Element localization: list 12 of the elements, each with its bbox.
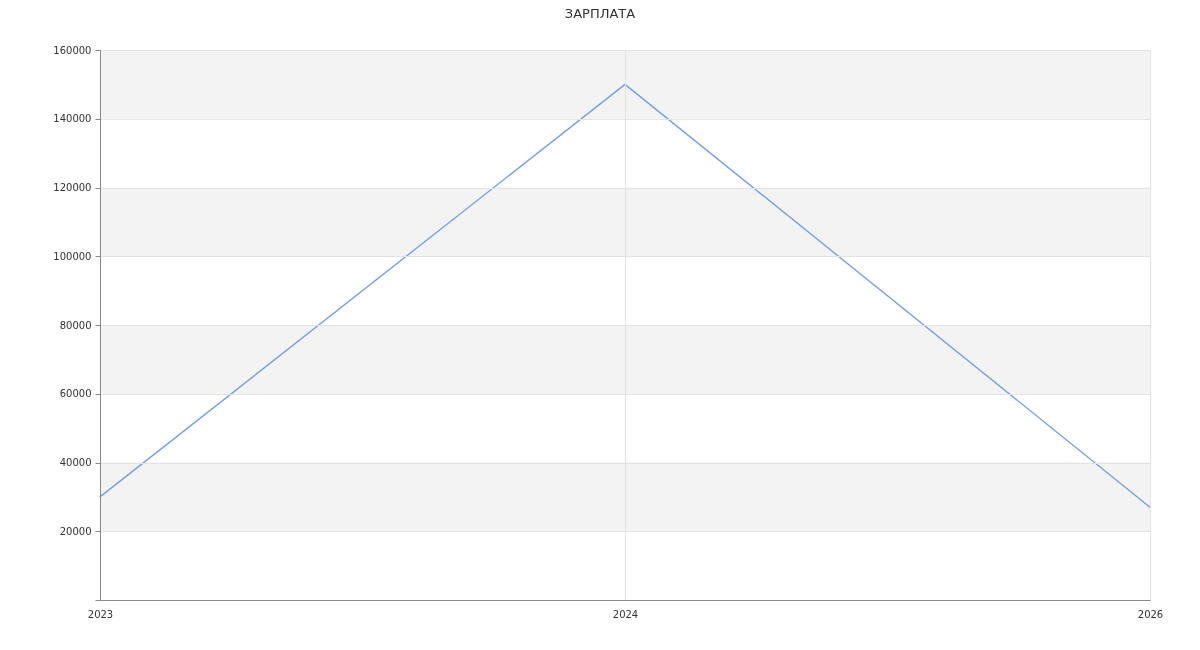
y-tick-label: 40000 bbox=[59, 457, 92, 468]
x-tick-label: 2024 bbox=[612, 608, 639, 620]
x-tick-label: 2023 bbox=[87, 608, 114, 620]
y-tick-label: 80000 bbox=[59, 319, 92, 331]
y-tick-label: 140000 bbox=[53, 113, 92, 125]
y-tick-label: 100000 bbox=[53, 250, 92, 262]
y-tick-label: 20000 bbox=[59, 525, 92, 537]
x-tick-label: 2026 bbox=[1137, 608, 1164, 620]
chart-title: ЗАРПЛАТА bbox=[564, 6, 636, 21]
y-tick-label: 120000 bbox=[53, 182, 92, 193]
y-tick-label: 60000 bbox=[59, 388, 92, 400]
y-tick-label: 160000 bbox=[53, 44, 92, 56]
